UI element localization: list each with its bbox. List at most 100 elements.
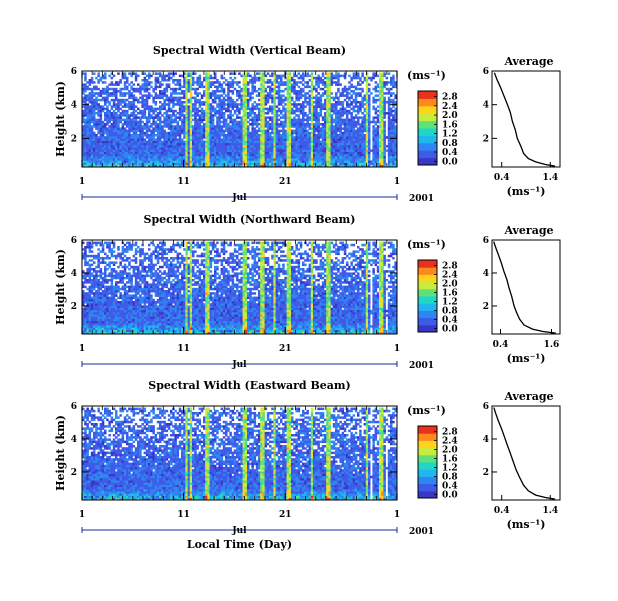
- average-y-tick-label: 4: [483, 101, 489, 111]
- average-profile-line: [493, 72, 556, 167]
- colorbar-tick-label: 2.4: [442, 102, 458, 112]
- colorbar-tick-label: 1.6: [442, 120, 458, 130]
- panel-title: Spectral Width (Northward Beam): [144, 213, 356, 226]
- colorbar: (ms⁻¹) 2.82.42.01.61.20.80.40.0: [407, 238, 458, 334]
- panel-title: Spectral Width (Vertical Beam): [153, 44, 346, 57]
- colorbar: (ms⁻¹) 2.82.42.01.61.20.80.40.0: [407, 69, 458, 167]
- plot-frame: [81, 405, 398, 501]
- average-y-tick-label: 4: [483, 269, 489, 279]
- colorbar-tick-label: 0.8: [442, 472, 458, 482]
- average-profile-line: [493, 241, 556, 334]
- x-tick-label: 1: [79, 344, 85, 354]
- x-tick-label: 21: [279, 177, 292, 187]
- y-tick-label: 6: [71, 402, 77, 412]
- x-tick-label: 21: [279, 344, 292, 354]
- x-tick-label: 21: [279, 510, 292, 520]
- colorbar-tick-label: 0.8: [442, 139, 458, 149]
- average-y-tick-label: 6: [483, 402, 489, 412]
- colorbar-tick-label: 1.6: [442, 288, 458, 298]
- average-y-tick-label: 2: [483, 302, 489, 312]
- average-title: Average: [503, 55, 553, 68]
- colorbar-tick-label: 1.2: [442, 130, 458, 140]
- colorbar-tick-label: 2.8: [442, 261, 458, 271]
- colorbar-tick-label: 2.4: [442, 436, 458, 446]
- average-y-tick-label: 6: [483, 236, 489, 246]
- x-tick-label: 1: [394, 177, 400, 187]
- panel-title: Spectral Width (Eastward Beam): [148, 379, 350, 392]
- average-x-tick-label: 1.4: [542, 506, 558, 516]
- colorbar-tick-label: 0.0: [442, 157, 458, 167]
- average-x-tick-label: 1.6: [544, 340, 560, 350]
- colorbar: (ms⁻¹) 2.82.42.01.61.20.80.40.0: [407, 404, 458, 500]
- month-label: Jul: [231, 526, 247, 536]
- x-tick-label: 11: [177, 177, 190, 187]
- x-tick-label: 11: [177, 510, 190, 520]
- colorbar-tick-label: 0.0: [442, 324, 458, 334]
- y-tick-label: 4: [71, 269, 77, 279]
- colorbar-tick-label: 0.4: [442, 315, 458, 325]
- average-x-tick-label: 0.4: [494, 173, 510, 183]
- average-profile: Average 6 4 2 0.4 1.6 (ms⁻¹): [483, 224, 561, 365]
- y-tick-label: 6: [71, 236, 77, 246]
- month-label: Jul: [231, 193, 247, 203]
- average-x-label: (ms⁻¹): [507, 185, 546, 198]
- colorbar-unit: (ms⁻¹): [407, 69, 446, 82]
- plot-frame: [81, 239, 398, 335]
- y-axis-label: Height (km): [54, 415, 67, 491]
- x-axis-label: Local Time (Day): [187, 538, 292, 551]
- year-label: 2001: [409, 194, 434, 204]
- x-tick-label: 1: [394, 344, 400, 354]
- heatmap-cells: [82, 241, 397, 335]
- average-x-tick-label: 0.4: [493, 340, 509, 350]
- average-profile: Average 6 4 2 0.4 1.4 (ms⁻¹): [483, 55, 561, 198]
- panel-3: Spectral Width (Eastward Beam) Height (km…: [54, 379, 561, 551]
- y-tick-label: 2: [71, 302, 77, 312]
- y-tick-label: 6: [71, 67, 77, 77]
- colorbar-tick-label: 0.8: [442, 306, 458, 316]
- average-y-tick-label: 2: [483, 134, 489, 144]
- average-x-tick-label: 1.4: [542, 173, 558, 183]
- colorbar-tick-label: 0.4: [442, 148, 458, 158]
- colorbar-tick-label: 0.0: [442, 490, 458, 500]
- year-label: 2001: [409, 527, 434, 537]
- colorbar-tick-label: 2.0: [442, 111, 458, 121]
- x-tick-label: 1: [79, 177, 85, 187]
- colorbar-tick-label: 2.0: [442, 445, 458, 455]
- colorbar-unit: (ms⁻¹): [407, 404, 446, 417]
- x-tick-label: 11: [177, 344, 190, 354]
- average-y-tick-label: 6: [483, 67, 489, 77]
- colorbar-tick-label: 1.2: [442, 297, 458, 307]
- colorbar-unit: (ms⁻¹): [407, 238, 446, 251]
- year-label: 2001: [409, 361, 434, 371]
- average-x-label: (ms⁻¹): [507, 352, 546, 365]
- y-axis-label: Height (km): [54, 81, 67, 157]
- panel-1: Spectral Width (Vertical Beam) Height (km…: [54, 44, 561, 204]
- heatmap-cells: [82, 72, 397, 168]
- colorbar-tick-label: 1.6: [442, 454, 458, 464]
- colorbar-tick-label: 2.4: [442, 270, 458, 280]
- average-profile-line: [493, 407, 556, 500]
- colorbar-tick-label: 2.8: [442, 427, 458, 437]
- colorbar-tick-label: 0.4: [442, 481, 458, 491]
- x-tick-label: 1: [394, 510, 400, 520]
- panel-2: Spectral Width (Northward Beam) Height (k…: [54, 213, 561, 371]
- average-x-label: (ms⁻¹): [507, 518, 546, 531]
- y-tick-label: 2: [71, 134, 77, 144]
- average-y-tick-label: 4: [483, 435, 489, 445]
- heatmap-cells: [82, 407, 397, 501]
- average-title: Average: [503, 224, 553, 237]
- colorbar-tick-label: 1.2: [442, 463, 458, 473]
- colorbar-tick-label: 2.0: [442, 279, 458, 289]
- y-tick-label: 4: [71, 435, 77, 445]
- y-axis-label: Height (km): [54, 249, 67, 325]
- plot-frame: [81, 70, 398, 168]
- y-tick-label: 4: [71, 101, 77, 111]
- average-y-tick-label: 2: [483, 468, 489, 478]
- colorbar-tick-label: 2.8: [442, 93, 458, 103]
- average-profile: Average 6 4 2 0.4 1.4 (ms⁻¹): [483, 390, 561, 531]
- y-tick-label: 2: [71, 468, 77, 478]
- average-title: Average: [503, 390, 553, 403]
- month-label: Jul: [231, 360, 247, 370]
- x-tick-label: 1: [79, 510, 85, 520]
